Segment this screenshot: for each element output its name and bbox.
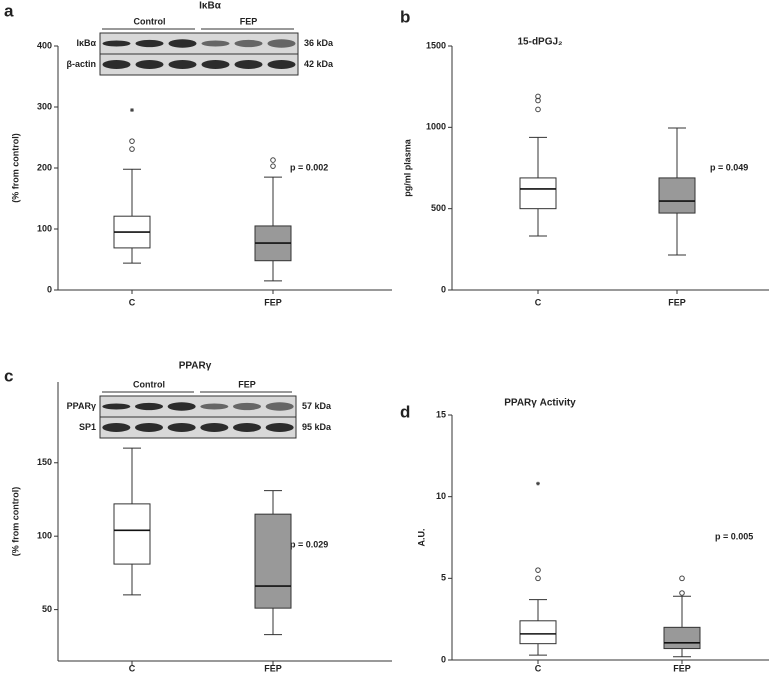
y-tick-label: 50 — [42, 604, 52, 614]
x-tick-label: C — [129, 663, 136, 673]
y-tick-label: 200 — [37, 162, 52, 172]
box — [519, 620, 557, 645]
blot-band — [234, 39, 263, 48]
blot-protein: SP1 — [79, 422, 96, 432]
annotation: p = 0.002 — [290, 162, 328, 172]
blot-band — [135, 60, 164, 69]
blot-band — [135, 39, 164, 48]
blot-protein: PPARγ — [67, 401, 96, 411]
blot-band — [233, 423, 261, 432]
y-tick-label: 0 — [47, 284, 52, 294]
blot-band — [233, 402, 261, 411]
annotation: p = 0.005 — [715, 531, 753, 541]
y-tick-label: 400 — [37, 40, 52, 50]
outlier — [129, 138, 135, 144]
panel-letter: a — [4, 1, 14, 20]
y-tick-label: 15 — [436, 409, 446, 419]
y-tick-label: 1000 — [426, 122, 446, 132]
outlier — [679, 575, 685, 582]
panel-letter: c — [4, 366, 13, 385]
outlier — [535, 567, 541, 573]
blot-band — [201, 40, 230, 47]
y-tick-label: 300 — [37, 101, 52, 111]
y-axis-label: A.U. — [416, 529, 426, 547]
blot-band — [167, 423, 196, 432]
blot-size: 57 kDa — [302, 401, 332, 411]
blot-band — [135, 423, 163, 432]
y-tick-label: 5 — [441, 573, 446, 583]
blot-band — [200, 423, 229, 432]
blot-band — [102, 60, 131, 69]
blot-band — [265, 423, 294, 432]
panel-letter: d — [400, 402, 410, 421]
x-tick-label: FEP — [264, 297, 282, 307]
blot-band — [265, 402, 294, 411]
blot-band — [201, 60, 230, 69]
blot-band — [200, 403, 229, 410]
blot-group: Control — [134, 16, 166, 26]
x-tick-label: FEP — [668, 297, 686, 307]
blot-band — [102, 40, 131, 47]
outlier — [679, 590, 685, 596]
y-tick-label: 0 — [441, 654, 446, 664]
x-tick-label: C — [535, 663, 542, 673]
y-axis-label: pg/ml plasma — [402, 138, 412, 197]
outlier — [535, 575, 541, 582]
extreme — [536, 481, 540, 486]
y-axis-label: (% from control) — [10, 133, 20, 203]
y-tick-label: 100 — [37, 223, 52, 233]
box — [113, 503, 151, 565]
blot-band — [102, 423, 131, 432]
blot-band — [267, 60, 296, 69]
panel-title: 15-dPGJ₂ — [517, 37, 562, 48]
panel-title: IκBα — [199, 1, 222, 12]
box — [663, 626, 701, 650]
y-tick-label: 0 — [441, 284, 446, 294]
y-axis-label: (% from control) — [10, 487, 20, 557]
y-tick-label: 100 — [37, 531, 52, 541]
blot-band — [168, 60, 197, 69]
blot-group: FEP — [240, 16, 258, 26]
blot-band — [135, 402, 163, 411]
panel-letter: b — [400, 7, 410, 26]
blot-size: 36 kDa — [304, 38, 334, 48]
outlier — [129, 146, 135, 152]
panel-title: PPARγ Activity — [504, 398, 576, 409]
box — [254, 513, 292, 609]
y-tick-label: 1500 — [426, 40, 446, 50]
y-tick-label: 500 — [431, 203, 446, 213]
outlier — [535, 93, 541, 100]
blot-strip — [99, 416, 297, 439]
outlier — [535, 106, 541, 113]
blot-band — [168, 39, 197, 48]
x-tick-label: FEP — [264, 663, 282, 673]
blot-group: FEP — [238, 379, 256, 389]
extreme — [130, 108, 134, 113]
y-tick-label: 150 — [37, 457, 52, 467]
box — [519, 177, 557, 210]
blot-size: 95 kDa — [302, 422, 332, 432]
blot-band — [167, 402, 196, 411]
outlier — [270, 163, 276, 169]
box — [658, 177, 696, 214]
blot-protein: β-actin — [67, 59, 97, 69]
panel-title: PPARγ — [179, 361, 212, 372]
x-tick-label: FEP — [673, 663, 691, 673]
annotation: p = 0.029 — [290, 539, 328, 549]
outlier — [535, 97, 541, 104]
blot-band — [234, 60, 263, 69]
x-tick-label: C — [129, 297, 136, 307]
annotation: p = 0.049 — [710, 162, 748, 172]
outlier — [270, 157, 276, 163]
blot-band — [102, 403, 131, 410]
blot-band — [267, 39, 296, 48]
blot-group: Control — [133, 379, 165, 389]
x-tick-label: C — [535, 297, 542, 307]
y-tick-label: 10 — [436, 491, 446, 501]
blot-strip — [99, 53, 299, 76]
blot-protein: IκBα — [76, 38, 96, 48]
blot-size: 42 kDa — [304, 59, 334, 69]
